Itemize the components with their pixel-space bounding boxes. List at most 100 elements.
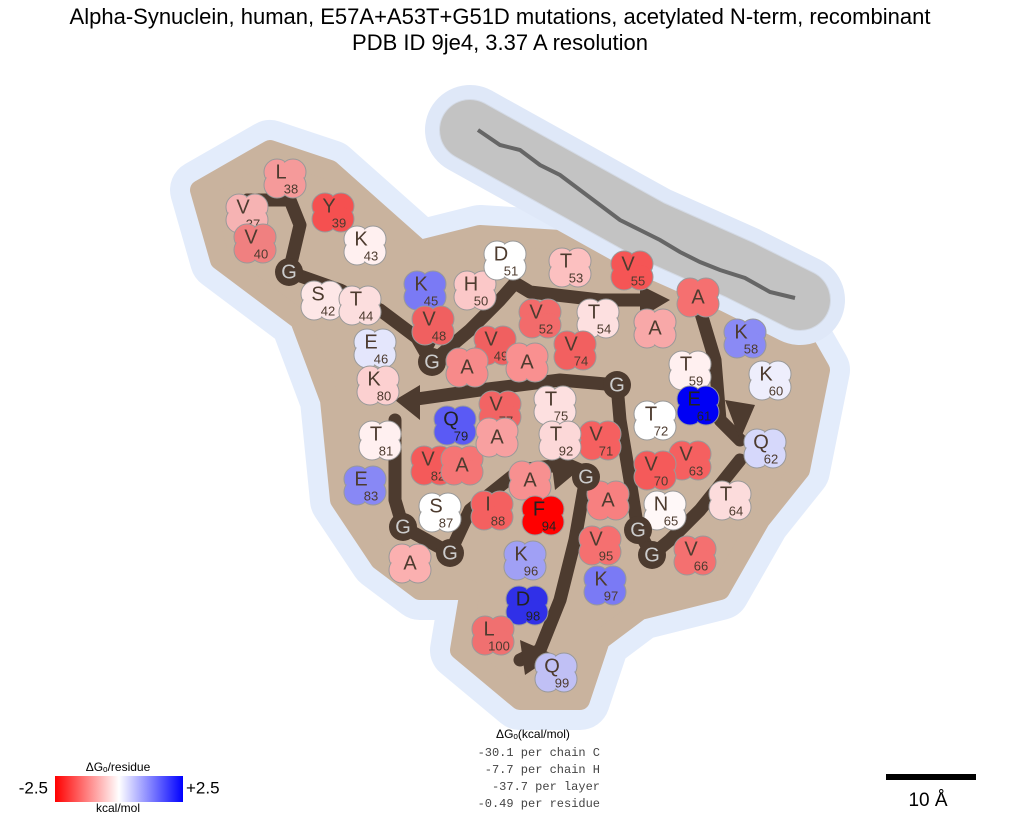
residue-number: 45: [424, 293, 438, 308]
residue-number: 54: [597, 321, 611, 336]
residue: V66: [673, 535, 717, 576]
residue-bead: [436, 539, 464, 567]
residue-letter: T: [560, 250, 572, 272]
residue: V74: [553, 330, 597, 371]
residue-atom-fill: [691, 550, 715, 574]
residue: V70: [633, 450, 677, 491]
residue-letter: G: [424, 351, 440, 373]
residue-atom-fill: [601, 580, 625, 604]
residue-atom-fill: [694, 400, 718, 424]
residue-letter: E: [687, 388, 700, 410]
residue-atom-fill: [374, 380, 398, 404]
residue-atom-fill: [436, 507, 460, 531]
residue: T44: [338, 285, 382, 326]
residue-atom-fill: [651, 465, 675, 489]
residue-number: 80: [377, 388, 391, 403]
residue-letter: V: [644, 453, 658, 475]
residue-atom-fill: [501, 255, 525, 279]
residue-number: 44: [359, 308, 373, 323]
residue: T59: [668, 350, 712, 391]
residue-number: 94: [542, 518, 556, 533]
residue: K45: [403, 270, 447, 311]
residue-number: 95: [599, 548, 613, 563]
residue-number: 98: [526, 608, 540, 623]
residue: I88: [470, 490, 514, 531]
scale-label: 10 Å: [908, 790, 947, 811]
residue: K97: [583, 565, 627, 606]
residue-atom-fill: [329, 207, 353, 231]
residue-number: 65: [664, 513, 678, 528]
residue-letter: V: [484, 328, 498, 350]
residue-letter: D: [494, 243, 508, 265]
residue-atom-fill: [571, 345, 595, 369]
residue-atom-fill: [661, 505, 685, 529]
residue-atom-fill: [651, 323, 675, 347]
residue-letter: T: [545, 388, 557, 410]
residue-atom-fill: [604, 495, 628, 519]
residue-letter: A: [601, 489, 615, 511]
residue-atom-fill: [596, 435, 620, 459]
residue: G: [418, 348, 446, 376]
residue-letter: A: [648, 317, 662, 339]
residue: T53: [548, 247, 592, 288]
residue-letter: V: [421, 448, 435, 470]
legend-gradient: [55, 776, 183, 802]
residue-bead: [572, 463, 600, 491]
residue-letter: D: [516, 588, 530, 610]
residue: T72: [633, 400, 677, 441]
residue-number: 38: [284, 181, 298, 196]
residue: Q99: [534, 652, 578, 693]
residue-atom-fill: [741, 333, 765, 357]
legend-unit: kcal/mol: [96, 801, 140, 815]
residue-atom-fill: [488, 505, 512, 529]
legend-title: ΔGₒ/residue: [86, 760, 151, 774]
residue: T64: [708, 480, 752, 521]
residue-number: 75: [554, 408, 568, 423]
residue-atom-fill: [458, 460, 482, 484]
residue-atom-fill: [523, 357, 547, 381]
residue: S42: [300, 280, 344, 321]
residue: G: [436, 539, 464, 567]
residue-number: 81: [379, 443, 393, 458]
residue-number: 40: [254, 246, 268, 261]
residue-atom-fill: [594, 313, 618, 337]
residue: T75: [533, 385, 577, 426]
energy-line: -37.7 per layer: [492, 780, 600, 794]
residue-bead: [603, 371, 631, 399]
residue-letter: V: [489, 393, 503, 415]
residue: A: [676, 277, 720, 318]
residue: D98: [505, 585, 549, 626]
residue-letter: Q: [544, 655, 560, 677]
residue: V48: [411, 305, 455, 346]
residue-atom-fill: [556, 435, 580, 459]
residue-atom-fill: [766, 375, 790, 399]
residue-letter: K: [514, 543, 528, 565]
residue-atom-fill: [726, 495, 750, 519]
residue-atom-fill: [429, 320, 453, 344]
residue-letter: Q: [753, 431, 769, 453]
energy-line: -0.49 per residue: [478, 797, 600, 811]
residue-number: 100: [488, 638, 510, 653]
residue-letter: A: [460, 356, 474, 378]
residue-atom-fill: [471, 285, 495, 309]
residue: E61: [676, 385, 720, 426]
residue-atom-fill: [552, 667, 576, 691]
residue-letter: K: [354, 228, 368, 250]
residue-letter: V: [589, 528, 603, 550]
residue: A: [440, 445, 484, 486]
residue-letter: A: [455, 454, 469, 476]
residue: G: [389, 513, 417, 541]
residue-number: 62: [764, 451, 778, 466]
residue-letter: N: [654, 493, 668, 515]
residue-atom-fill: [536, 313, 560, 337]
residue: K60: [748, 360, 792, 401]
residue: V37: [225, 193, 269, 234]
residue-letter: A: [490, 426, 504, 448]
residue-letter: A: [520, 351, 534, 373]
residue-atom-fill: [451, 420, 475, 444]
residue-number: 96: [524, 563, 538, 578]
residue-number: 97: [604, 588, 618, 603]
residue: T92: [538, 420, 582, 461]
